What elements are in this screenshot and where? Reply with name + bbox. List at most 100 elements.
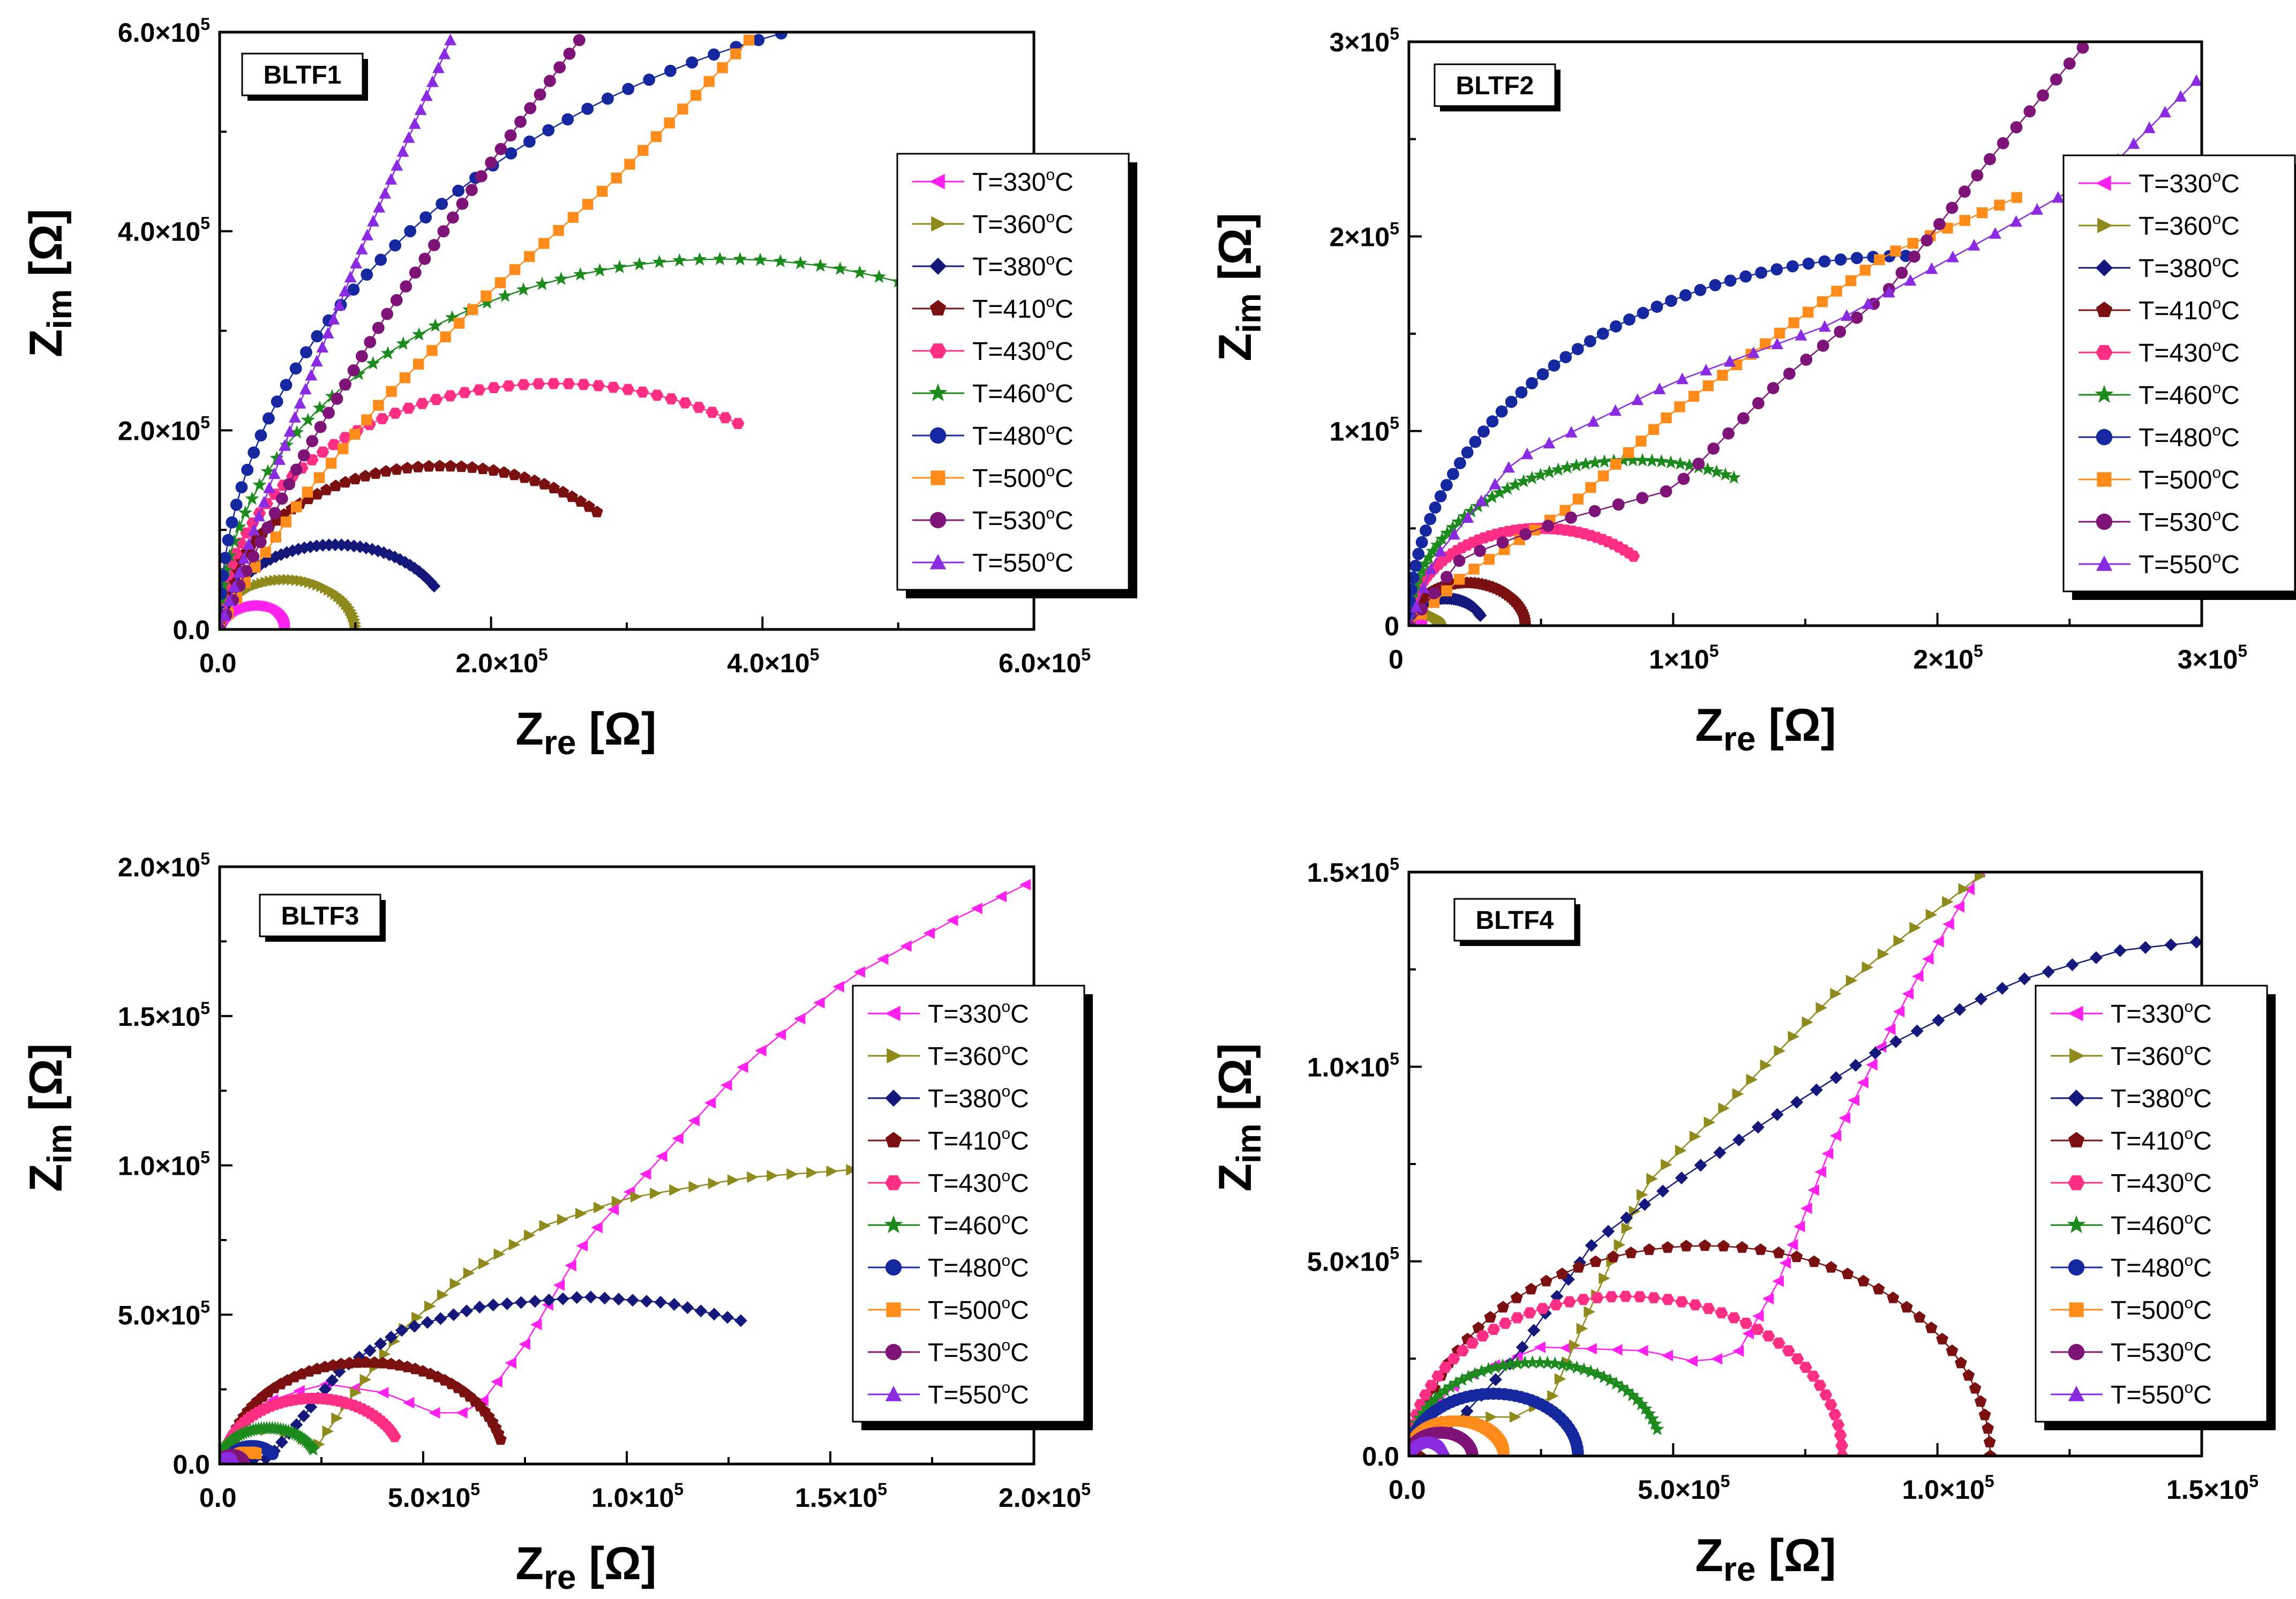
legend-marker [931,470,946,485]
legend-label: T=550oC [2111,1379,2212,1409]
data-point [427,580,441,593]
x-tick-label: 1.5×105 [795,1480,887,1513]
data-point [1760,338,1771,349]
data-point [538,478,551,490]
data-point [385,173,397,185]
panel-tag: BLTF4 [1453,898,1580,946]
legend-label: T=460oC [928,1210,1029,1240]
data-point [1637,1345,1648,1357]
data-point [1596,327,1609,340]
data-point [1560,460,1574,474]
data-point [773,254,787,268]
data-point [1752,397,1765,410]
series-T530 [220,34,586,629]
data-point [602,92,614,105]
data-point [1533,468,1548,481]
data-point [593,1202,605,1213]
data-point [611,1196,624,1207]
data-point [1955,1356,1967,1369]
data-point [995,890,1007,903]
data-point [1736,1241,1749,1253]
data-point [538,238,550,249]
data-point [260,546,271,558]
data-point [708,1308,721,1321]
data-point [1836,1450,1849,1456]
data-point [1752,1310,1764,1322]
data-point [892,2,904,14]
data-point [349,429,361,440]
data-point [544,74,556,87]
data-point [592,263,607,277]
data-point [1707,442,1720,455]
data-point [733,252,747,266]
legend-marker [885,1343,902,1361]
data-point [1648,424,1660,435]
data-point [302,486,313,498]
data-point [1890,245,1901,257]
data-point [692,402,706,413]
data-point [622,82,635,95]
data-point [1523,1307,1536,1319]
data-point [1654,454,1669,468]
data-point [1791,1353,1804,1364]
data-point [1612,498,1625,511]
data-point [576,1240,588,1252]
data-point [1428,597,1440,608]
data-point [876,953,889,965]
data-point [1788,1031,1800,1042]
data-point [504,129,517,142]
data-point [242,538,255,550]
y-axis-label: Zim [Ω] [1210,1043,1268,1191]
data-point [1634,1397,1649,1410]
data-point [322,407,335,419]
data-point [1834,253,1847,266]
legend-label: T=380oC [928,1083,1029,1113]
data-point [1611,1344,1623,1356]
data-point [222,534,235,546]
data-point [437,225,450,238]
legend-label: T=330oC [928,998,1029,1029]
legend-label: T=380oC [972,251,1074,281]
tick-marks [219,31,1035,630]
data-point [1907,238,1919,249]
data-point [1578,456,1593,470]
data-point [1425,544,1440,558]
data-point [401,462,414,474]
data-point [1527,1324,1541,1337]
data-point [1829,1130,1842,1142]
legend-label: T=380oC [2111,1083,2212,1113]
data-point [1647,1292,1661,1303]
y-tick-label: 1.5×105 [1307,854,1399,888]
data-point [1834,1429,1847,1441]
legend-marker [929,554,947,569]
data-point [326,457,337,469]
y-tick-label: 0.0 [172,615,210,645]
data-point [1498,1450,1510,1456]
data-point [693,252,707,266]
data-point [1682,458,1697,472]
data-point [438,47,451,59]
data-point [528,1295,542,1308]
data-point [1802,1016,1814,1028]
data-point [567,212,579,223]
data-point [278,439,291,451]
legend-marker [2096,302,2113,317]
data-point [1409,572,1420,584]
data-point [1526,377,1538,389]
data-point [1790,1095,1804,1109]
legend-item: T=330oC [912,166,1074,197]
legend-marker [2095,385,2114,403]
data-point [650,389,664,401]
legend-item: T=330oC [868,998,1029,1029]
legend-marker [885,1259,902,1276]
legend-item: T=480oC [2051,1252,2212,1282]
data-point [1813,1379,1827,1391]
data-point [1909,922,1921,934]
data-point [1489,1373,1502,1386]
data-point [480,295,494,309]
legend-marker [929,343,947,358]
data-point [299,382,312,395]
data-point [1442,1450,1450,1456]
data-point [1724,274,1737,287]
data-point [1500,481,1515,495]
